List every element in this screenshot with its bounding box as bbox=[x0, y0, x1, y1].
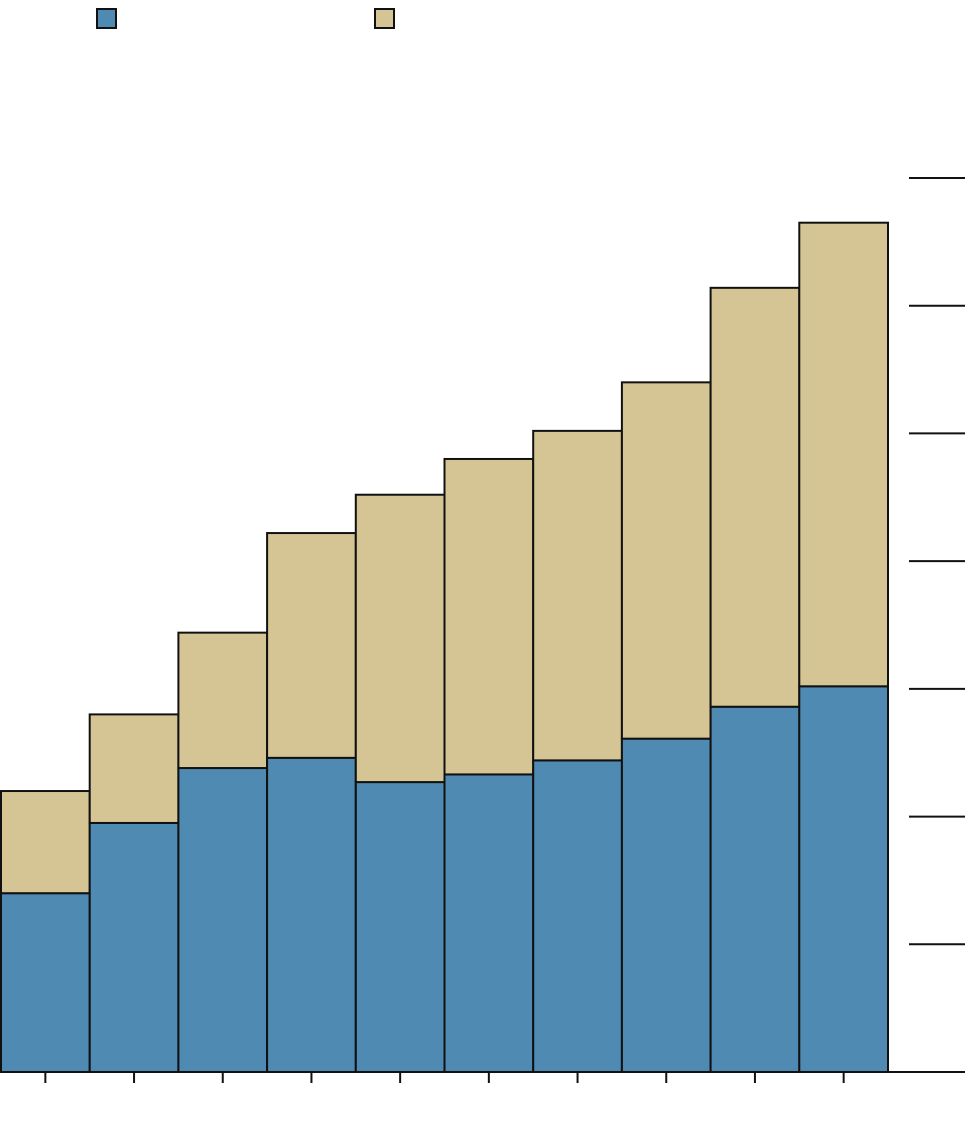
bar-segment-series-2-2 bbox=[88, 713, 180, 824]
legend bbox=[96, 8, 395, 29]
bar-segment-series-2-8 bbox=[620, 381, 712, 740]
legend-swatch-series-2 bbox=[374, 8, 395, 29]
bar-segment-series-2-6 bbox=[443, 457, 535, 776]
bar-segment-series-1-7 bbox=[532, 759, 623, 1073]
bar-segment-series-1-5 bbox=[354, 781, 446, 1074]
bar-segment-series-2-4 bbox=[266, 532, 357, 759]
bar-segment-series-1-1 bbox=[0, 892, 91, 1074]
bar-segment-series-2-1 bbox=[0, 790, 91, 895]
bar-segment-series-1-10 bbox=[798, 685, 889, 1073]
axes bbox=[0, 177, 965, 1083]
bar-segment-series-2-3 bbox=[177, 631, 269, 770]
bar-segment-series-1-6 bbox=[443, 773, 535, 1073]
bar-segment-series-1-8 bbox=[620, 737, 712, 1073]
bar-segment-series-1-4 bbox=[266, 756, 357, 1073]
bar-segment-series-2-7 bbox=[532, 429, 623, 762]
bar-segment-series-2-10 bbox=[798, 221, 889, 688]
legend-swatch-series-1 bbox=[96, 8, 117, 29]
bar-segment-series-1-3 bbox=[177, 767, 269, 1073]
bar-segment-series-1-2 bbox=[88, 821, 180, 1074]
bar-segment-series-1-9 bbox=[709, 705, 801, 1073]
bars bbox=[0, 221, 889, 1074]
bar-segment-series-2-9 bbox=[709, 286, 801, 708]
bar-segment-series-2-5 bbox=[354, 493, 446, 784]
